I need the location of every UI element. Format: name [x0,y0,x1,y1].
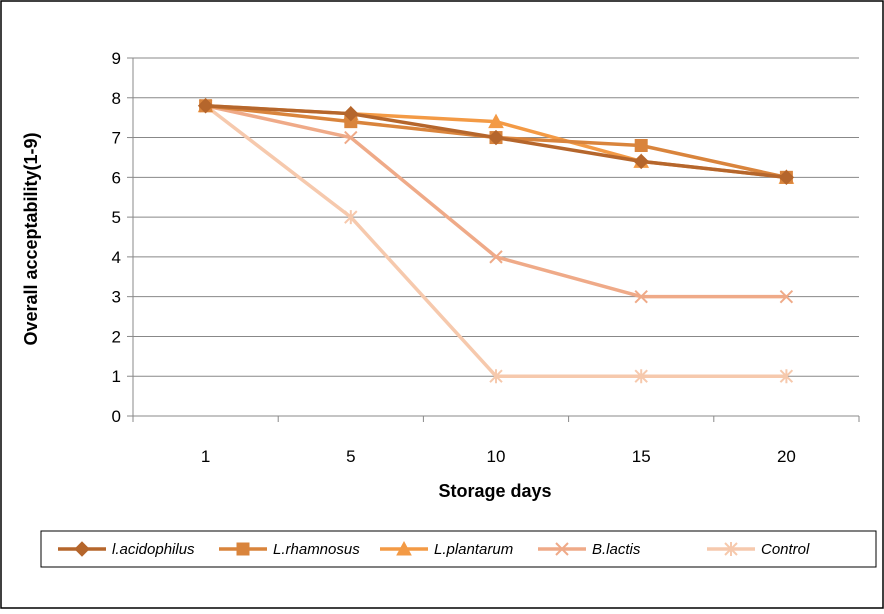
series-lines [197,97,795,384]
data-point-marker [489,250,503,264]
legend-label: L.plantarum [434,541,513,558]
y-tick-label: 2 [112,327,121,346]
legend-item: B.lactis [538,541,641,558]
legend-marker [555,542,569,556]
data-point-marker [488,113,504,129]
y-tick-label: 6 [112,168,121,187]
y-tick-label: 8 [112,89,121,108]
legend-item: L.plantarum [380,540,513,558]
y-tick-label: 0 [112,407,121,426]
data-point-marker [634,369,648,384]
data-point-marker [779,369,794,384]
legend-box [40,530,877,568]
legend-label: B.lactis [592,541,641,558]
y-tick-label: 3 [112,288,121,307]
data-point-marker [634,289,648,304]
data-point-marker [344,210,358,225]
legend: l.acidophilus L.rhamnosus L.plantarum B.lac… [40,530,877,568]
legend-item: L.rhamnosus [219,541,360,558]
data-point-marker [343,105,359,122]
series-l-acidophilus [197,98,795,186]
data-point-marker [779,289,794,304]
data-point-marker [197,98,214,114]
y-tick-label: 7 [112,129,121,148]
data-point-marker [778,169,795,186]
legend-marker [74,541,90,557]
y-tick-label: 1 [112,367,121,386]
data-point-marker [489,369,503,384]
x-axis-title: Storage days [438,481,551,501]
legend-marker [236,542,250,556]
data-point-marker [488,129,504,146]
y-tick-label: 9 [112,49,121,68]
legend-item: Control [707,541,810,558]
series-b-lactis [198,99,794,304]
legend-label: L.rhamnosus [273,541,360,558]
x-tick-label: 1 [201,447,210,466]
x-tick-label: 5 [346,447,355,466]
y-tick-label: 4 [112,248,121,267]
legend-marker [396,540,412,556]
data-point-marker [634,139,648,153]
legend-label: Control [761,541,810,558]
series-control [198,98,794,384]
y-axis-title: Overall acceptability(1-9) [21,132,41,345]
data-point-marker [633,153,649,170]
data-point-marker [344,130,358,145]
x-tick-label: 15 [632,447,651,466]
x-tick-label: 10 [487,447,506,466]
y-tick-label: 5 [112,208,121,227]
legend-item: l.acidophilus [58,541,195,558]
x-tick-label: 20 [777,447,796,466]
legend-marker [724,542,738,556]
legend-label: l.acidophilus [112,541,195,558]
